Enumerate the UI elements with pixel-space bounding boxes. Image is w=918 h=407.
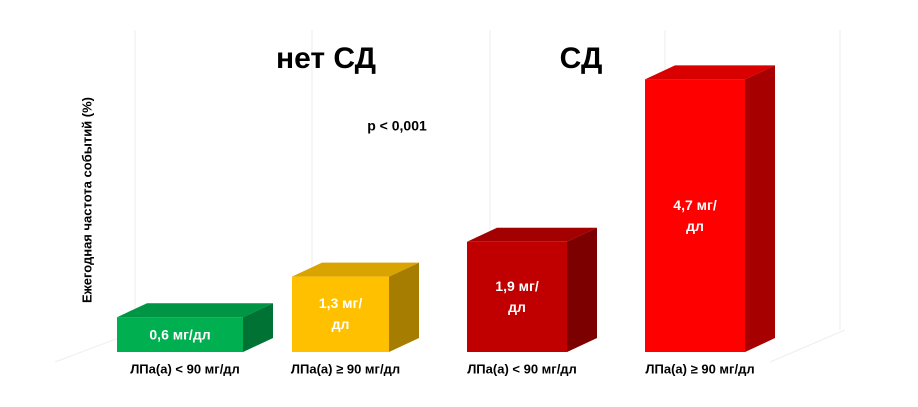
bar-top: [467, 227, 597, 242]
x-tick-label: ЛПа(а) ≥ 90 мг/дл: [291, 361, 400, 376]
bar-side: [745, 65, 775, 353]
value-label: 1,3 мг/дл: [318, 295, 363, 333]
x-tick-label: ЛПа(а) < 90 мг/дл: [467, 361, 577, 376]
value-label: 1,9 мг/дл: [495, 277, 539, 315]
bar-side: [243, 303, 273, 352]
bar-top-shade: [117, 303, 273, 318]
value-label: 0,6 мг/дл: [149, 326, 211, 343]
y-axis-label: Ежегодная частота событий (%): [79, 97, 94, 303]
bar-side-shade: [389, 262, 419, 352]
bar: [117, 317, 243, 352]
bar-top-shade: [467, 227, 597, 242]
bar-top: [117, 303, 273, 318]
x-tick-label: ЛПа(а) < 90 мг/дл: [130, 361, 240, 376]
annotation: p < 0,001: [367, 118, 427, 134]
bar-side-shade: [243, 303, 273, 352]
bar-top-shade: [645, 65, 775, 80]
bar: [292, 276, 389, 352]
bar-top-shade: [292, 262, 419, 277]
bar-side: [567, 227, 597, 352]
bar-side: [389, 262, 419, 352]
x-tick-label: ЛПа(а) ≥ 90 мг/дл: [645, 361, 754, 376]
bar-side-shade: [567, 227, 597, 352]
bar: [645, 79, 745, 353]
group-label: нет СД: [276, 42, 376, 75]
value-label: 4,7 мг/дл: [673, 196, 717, 234]
group-label: СД: [560, 42, 603, 75]
bar-top: [292, 262, 419, 277]
bar-top: [645, 65, 775, 80]
bar-side-shade: [745, 65, 775, 353]
bar: [467, 241, 567, 352]
